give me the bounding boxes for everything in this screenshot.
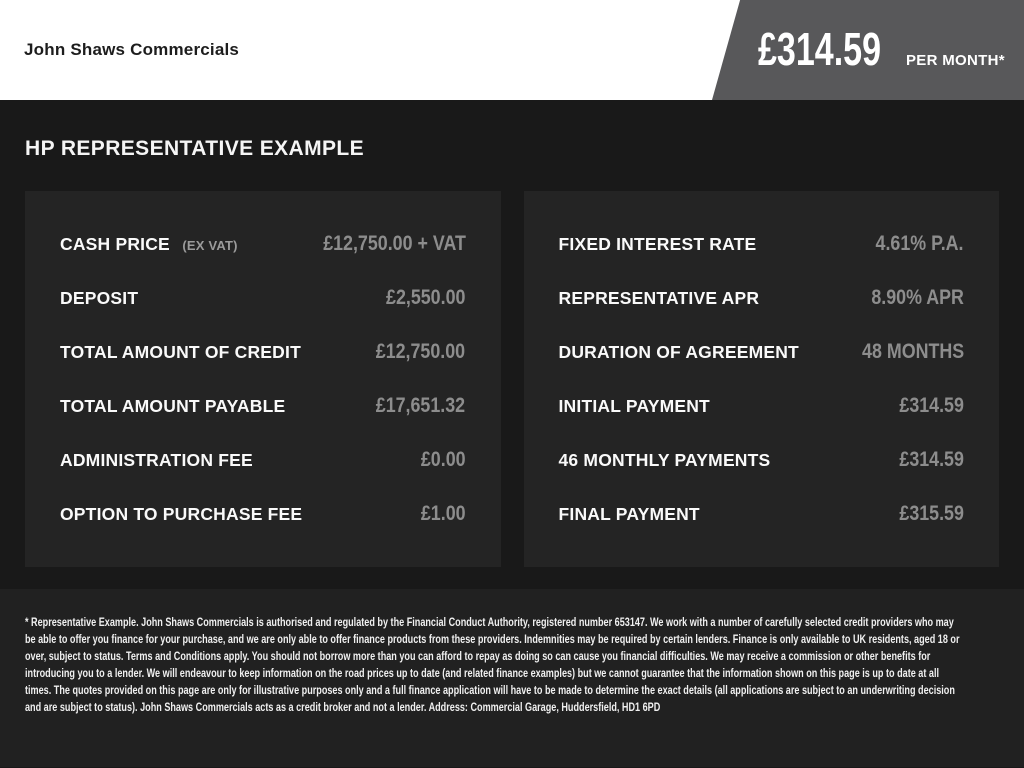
finance-row-sublabel: (EX VAT): [182, 237, 238, 253]
finance-row: ADMINISTRATION FEE £0.00: [60, 448, 466, 472]
finance-row-value: £2,550.00: [386, 286, 466, 309]
finance-row: CASH PRICE (EX VAT) £12,750.00 + VAT: [60, 232, 466, 256]
finance-example-section: HP REPRESENTATIVE EXAMPLE CASH PRICE (EX…: [0, 100, 1024, 589]
finance-row-label: FINAL PAYMENT: [558, 503, 700, 524]
disclaimer-text: * Representative Example. John Shaws Com…: [25, 617, 960, 714]
finance-row-label: 46 MONTHLY PAYMENTS: [558, 449, 771, 470]
price-amount: £314.59: [758, 23, 882, 75]
finance-row-value: £314.59: [899, 448, 964, 471]
finance-row: FINAL PAYMENT £315.59: [559, 502, 965, 526]
finance-row-label: REPRESENTATIVE APR: [558, 287, 760, 308]
finance-row-label-group: DEPOSIT: [60, 288, 138, 309]
finance-row-value: £17,651.32: [376, 394, 466, 417]
finance-row-label: FIXED INTEREST RATE: [558, 233, 757, 254]
finance-row-label-group: REPRESENTATIVE APR: [559, 288, 760, 309]
finance-row-label: ADMINISTRATION FEE: [60, 449, 253, 470]
price-badge: £314.59 PER MONTH*: [712, 0, 1024, 100]
finance-row-label-group: 46 MONTHLY PAYMENTS: [559, 450, 771, 471]
finance-row: 46 MONTHLY PAYMENTS £314.59: [559, 448, 965, 472]
finance-row-label: DURATION OF AGREEMENT: [558, 341, 799, 362]
finance-row-label-group: TOTAL AMOUNT OF CREDIT: [60, 342, 301, 363]
finance-row-value: 8.90% APR: [871, 286, 964, 309]
finance-row-label-group: INITIAL PAYMENT: [559, 396, 710, 417]
finance-row-value: £12,750.00: [376, 340, 466, 363]
price-period: PER MONTH*: [906, 52, 1005, 69]
finance-row-label-group: ADMINISTRATION FEE: [60, 450, 253, 471]
finance-row-label-group: CASH PRICE (EX VAT): [60, 234, 238, 255]
finance-row: REPRESENTATIVE APR 8.90% APR: [559, 286, 965, 310]
finance-row-label: TOTAL AMOUNT OF CREDIT: [60, 341, 301, 362]
finance-row-value: £314.59: [899, 394, 964, 417]
finance-panel-right: FIXED INTEREST RATE 4.61% P.A. REPRESENT…: [523, 191, 999, 567]
finance-panel-left: CASH PRICE (EX VAT) £12,750.00 + VAT DEP…: [25, 191, 501, 567]
finance-row-label: OPTION TO PURCHASE FEE: [60, 503, 303, 524]
finance-row-value: £12,750.00 + VAT: [322, 232, 466, 255]
finance-row: TOTAL AMOUNT OF CREDIT £12,750.00: [60, 340, 466, 364]
finance-row: INITIAL PAYMENT £314.59: [559, 394, 965, 418]
finance-row: DURATION OF AGREEMENT 48 MONTHS: [559, 340, 965, 364]
finance-row-label-group: DURATION OF AGREEMENT: [559, 342, 799, 363]
disclaimer-footer: * Representative Example. John Shaws Com…: [0, 589, 1024, 767]
finance-row: FIXED INTEREST RATE 4.61% P.A.: [559, 232, 965, 256]
dealer-name: John Shaws Commercials: [24, 40, 240, 59]
finance-row-value: 4.61% P.A.: [876, 232, 964, 255]
finance-row-value: £0.00: [420, 448, 466, 471]
finance-row-label-group: FIXED INTEREST RATE: [559, 234, 757, 255]
finance-row: DEPOSIT £2,550.00: [60, 286, 466, 310]
finance-row-label: CASH PRICE: [60, 233, 170, 254]
finance-row-label-group: FINAL PAYMENT: [559, 504, 700, 525]
finance-row-label: DEPOSIT: [60, 287, 139, 308]
finance-row: OPTION TO PURCHASE FEE £1.00: [60, 502, 466, 526]
header-bar: John Shaws Commercials £314.59 PER MONTH…: [0, 0, 1024, 100]
finance-row: TOTAL AMOUNT PAYABLE £17,651.32: [60, 394, 466, 418]
finance-panels: CASH PRICE (EX VAT) £12,750.00 + VAT DEP…: [25, 191, 999, 567]
finance-row-label-group: TOTAL AMOUNT PAYABLE: [60, 396, 285, 417]
finance-row-value: £1.00: [420, 502, 466, 525]
finance-row-value: 48 MONTHS: [861, 340, 964, 363]
finance-row-label-group: OPTION TO PURCHASE FEE: [60, 504, 302, 525]
finance-row-label: INITIAL PAYMENT: [558, 395, 710, 416]
finance-row-label: TOTAL AMOUNT PAYABLE: [60, 395, 286, 416]
finance-row-value: £315.59: [899, 502, 964, 525]
section-title: HP REPRESENTATIVE EXAMPLE: [25, 137, 365, 160]
